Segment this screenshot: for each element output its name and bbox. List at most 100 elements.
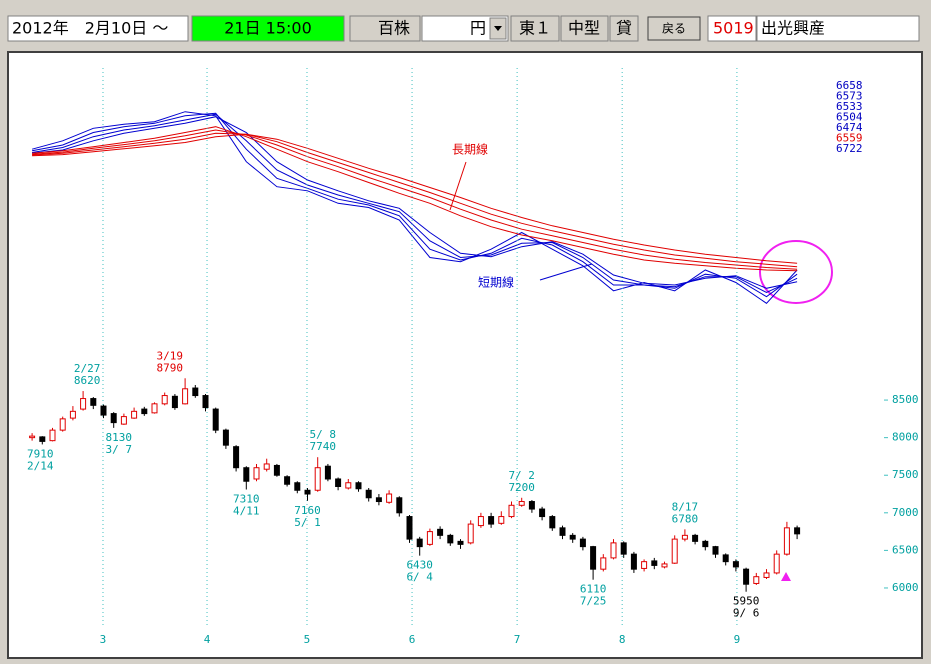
end-value-label: 6559 bbox=[836, 132, 863, 145]
candle-body bbox=[488, 516, 495, 525]
code-field[interactable] bbox=[707, 15, 757, 42]
candle-body bbox=[630, 553, 637, 570]
candle-body bbox=[151, 403, 158, 414]
moving-average-line bbox=[32, 133, 798, 264]
company-name: 出光興産 bbox=[761, 19, 825, 38]
candle-body bbox=[131, 410, 138, 419]
extreme-date-label: 2/14 bbox=[27, 459, 54, 472]
candle-body bbox=[49, 429, 56, 442]
candle-body bbox=[661, 563, 668, 568]
currency: 円 bbox=[470, 19, 486, 38]
extreme-price-label: 8790 bbox=[157, 361, 184, 374]
extreme-price-label: 8130 bbox=[106, 431, 133, 444]
candle-body bbox=[324, 465, 331, 480]
candle-body bbox=[39, 436, 46, 442]
candle-body bbox=[712, 546, 719, 555]
extreme-price-label: 5950 bbox=[733, 595, 760, 608]
candle-body bbox=[284, 476, 291, 485]
y-tick-label: 8500 bbox=[892, 393, 919, 406]
x-tick-label: 6 bbox=[409, 633, 416, 646]
size: 中型 bbox=[568, 19, 600, 38]
candle-body bbox=[253, 467, 260, 480]
x-tick-label: 3 bbox=[100, 633, 107, 646]
candle-body bbox=[120, 416, 127, 425]
x-tick-label: 7 bbox=[514, 633, 521, 646]
candle-body bbox=[651, 560, 658, 566]
chart-area bbox=[7, 51, 923, 659]
extreme-price-label: 7160 bbox=[294, 504, 321, 517]
candle-body bbox=[457, 540, 464, 545]
candle-body bbox=[386, 493, 393, 503]
candle-body bbox=[783, 527, 790, 555]
candle-body bbox=[100, 405, 107, 416]
extreme-date-label: 9/ 6 bbox=[733, 607, 760, 620]
candle-body bbox=[743, 568, 750, 585]
candle-body bbox=[222, 429, 229, 446]
candle-body bbox=[773, 553, 780, 574]
moving-average-line bbox=[32, 126, 798, 272]
candle-body bbox=[314, 467, 321, 491]
end-value-label: 6533 bbox=[836, 100, 863, 113]
candle-body bbox=[559, 527, 566, 536]
candle-body bbox=[681, 534, 688, 540]
long-line-label: 長期線 bbox=[452, 142, 488, 157]
x-tick-label: 5 bbox=[304, 633, 311, 646]
candle-body bbox=[396, 497, 403, 514]
market: 東１ bbox=[519, 19, 551, 38]
candle-body bbox=[161, 395, 168, 405]
end-field[interactable] bbox=[191, 15, 345, 42]
candle-body bbox=[141, 408, 148, 415]
extreme-price-label: 6110 bbox=[580, 583, 607, 596]
x-tick-label: 4 bbox=[204, 633, 211, 646]
candle-body bbox=[692, 534, 699, 542]
back-button[interactable] bbox=[647, 16, 701, 41]
moving-average-line bbox=[31, 111, 798, 304]
toolbar: 2012年 2月10日 ～ 21日 15:00 百株 円 東１ 中型 貸 戻る … bbox=[7, 15, 920, 42]
candle-body bbox=[182, 388, 189, 405]
candle-body bbox=[620, 542, 627, 555]
end-value-label: 6474 bbox=[836, 121, 863, 134]
candle-body bbox=[518, 501, 525, 506]
end-time: 21日 15:00 bbox=[224, 19, 312, 38]
candle-body bbox=[539, 508, 546, 518]
candle-body bbox=[732, 561, 739, 568]
candle-body bbox=[437, 528, 444, 536]
candle-body bbox=[508, 504, 515, 518]
extreme-date-label: 3/19 bbox=[157, 349, 184, 362]
candle-body bbox=[273, 464, 280, 476]
unit: 百株 bbox=[378, 19, 410, 38]
candle-body bbox=[702, 540, 709, 548]
candle-body bbox=[212, 408, 219, 431]
moving-average-line bbox=[32, 132, 798, 268]
extreme-date-label: 8/17 bbox=[672, 500, 699, 513]
candle-body bbox=[59, 418, 66, 431]
candle-body bbox=[549, 516, 556, 529]
y-tick-label: 7500 bbox=[892, 468, 919, 481]
extreme-date-label: 5/ 1 bbox=[294, 516, 321, 529]
candle-body bbox=[600, 557, 607, 570]
candle-body bbox=[477, 516, 484, 527]
extreme-price-label: 7910 bbox=[27, 447, 54, 460]
highlight-circle bbox=[759, 240, 833, 304]
size-field bbox=[560, 15, 609, 42]
candle-body bbox=[192, 387, 199, 397]
candle-body bbox=[304, 489, 311, 495]
extreme-date-label: 3/ 7 bbox=[106, 443, 133, 456]
unit-field bbox=[349, 15, 421, 42]
y-tick-label: 8000 bbox=[892, 431, 919, 444]
extreme-price-label: 8620 bbox=[74, 374, 101, 387]
moving-average-line bbox=[32, 113, 798, 294]
code: 5019 bbox=[713, 19, 754, 38]
candle-body bbox=[416, 538, 423, 548]
candle-body bbox=[671, 538, 678, 564]
candle-body bbox=[610, 542, 617, 559]
extreme-price-label: 7200 bbox=[508, 481, 535, 494]
extreme-price-label: 6780 bbox=[672, 512, 699, 525]
moving-average-line bbox=[32, 129, 798, 270]
extreme-date-label: 2/27 bbox=[74, 362, 101, 375]
candle-body bbox=[69, 410, 76, 419]
period-field bbox=[7, 15, 189, 42]
extreme-date-label: 7/25 bbox=[580, 595, 607, 608]
candle-body bbox=[467, 523, 474, 544]
